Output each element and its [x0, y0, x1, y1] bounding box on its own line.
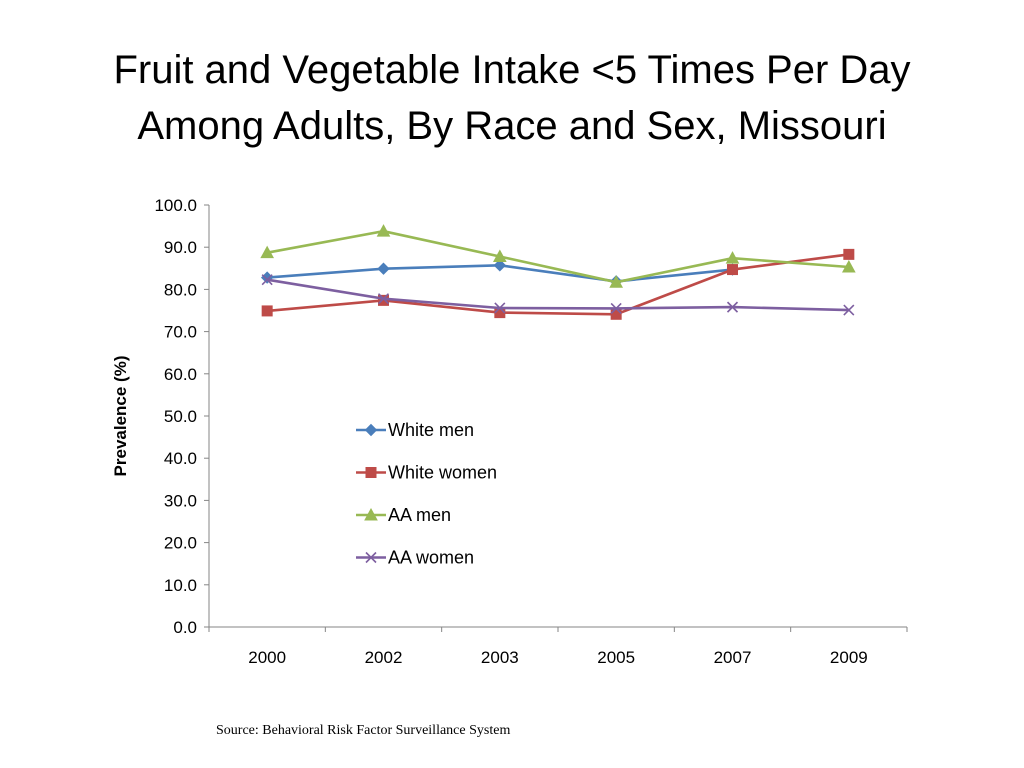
data-point: [843, 248, 855, 260]
slide-title: Fruit and Vegetable Intake <5 Times Per …: [0, 42, 1024, 154]
y-tick-label: 80.0: [164, 280, 197, 299]
data-point: [843, 304, 855, 316]
x-tick-label: 2000: [248, 648, 286, 667]
data-point: [492, 249, 507, 262]
title-line-2: Among Adults, By Race and Sex, Missouri: [137, 104, 887, 148]
legend-label: White women: [388, 463, 497, 483]
legend-label: AA men: [388, 505, 451, 525]
y-tick-label: 20.0: [164, 534, 197, 553]
data-point: [727, 264, 738, 276]
y-tick-label: 90.0: [164, 238, 197, 257]
y-tick-label: 30.0: [164, 491, 197, 510]
data-point: [610, 302, 622, 314]
x-tick-label: 2003: [481, 648, 519, 667]
y-tick-label: 70.0: [164, 323, 197, 342]
x-tick-label: 2002: [365, 648, 403, 667]
data-point: [841, 259, 856, 273]
data-point: [260, 245, 275, 259]
y-tick-label: 0.0: [173, 618, 197, 637]
data-point: [494, 302, 506, 314]
data-point: [376, 224, 391, 237]
series-line: [265, 253, 851, 316]
x-tick-label: 2009: [830, 648, 868, 667]
data-point: [261, 305, 273, 317]
legend-marker: [364, 507, 378, 521]
legend-marker: [365, 467, 377, 478]
title-line-1: Fruit and Vegetable Intake <5 Times Per …: [113, 48, 911, 92]
y-tick-label: 50.0: [164, 407, 197, 426]
data-point: [726, 301, 739, 313]
series-line: [265, 229, 851, 284]
y-tick-label: 60.0: [164, 365, 197, 384]
data-point: [609, 275, 624, 288]
x-tick-label: 2007: [714, 648, 752, 667]
source-note: Source: Behavioral Risk Factor Surveilla…: [216, 723, 511, 738]
legend-label: White men: [388, 420, 474, 440]
y-tick-label: 100.0: [154, 196, 197, 215]
legend-marker: [365, 551, 377, 564]
data-point: [377, 293, 390, 305]
y-tick-label: 40.0: [164, 449, 197, 468]
data-point: [261, 274, 273, 286]
legend-label: AA women: [388, 548, 474, 568]
legend-marker: [364, 423, 378, 437]
data-point: [377, 262, 390, 275]
y-axis-label: Prevalence (%): [111, 356, 130, 477]
data-point: [725, 251, 740, 264]
series-line: [265, 278, 851, 312]
data-point: [493, 259, 507, 272]
x-tick-label: 2005: [597, 648, 635, 667]
y-tick-label: 10.0: [164, 576, 197, 595]
